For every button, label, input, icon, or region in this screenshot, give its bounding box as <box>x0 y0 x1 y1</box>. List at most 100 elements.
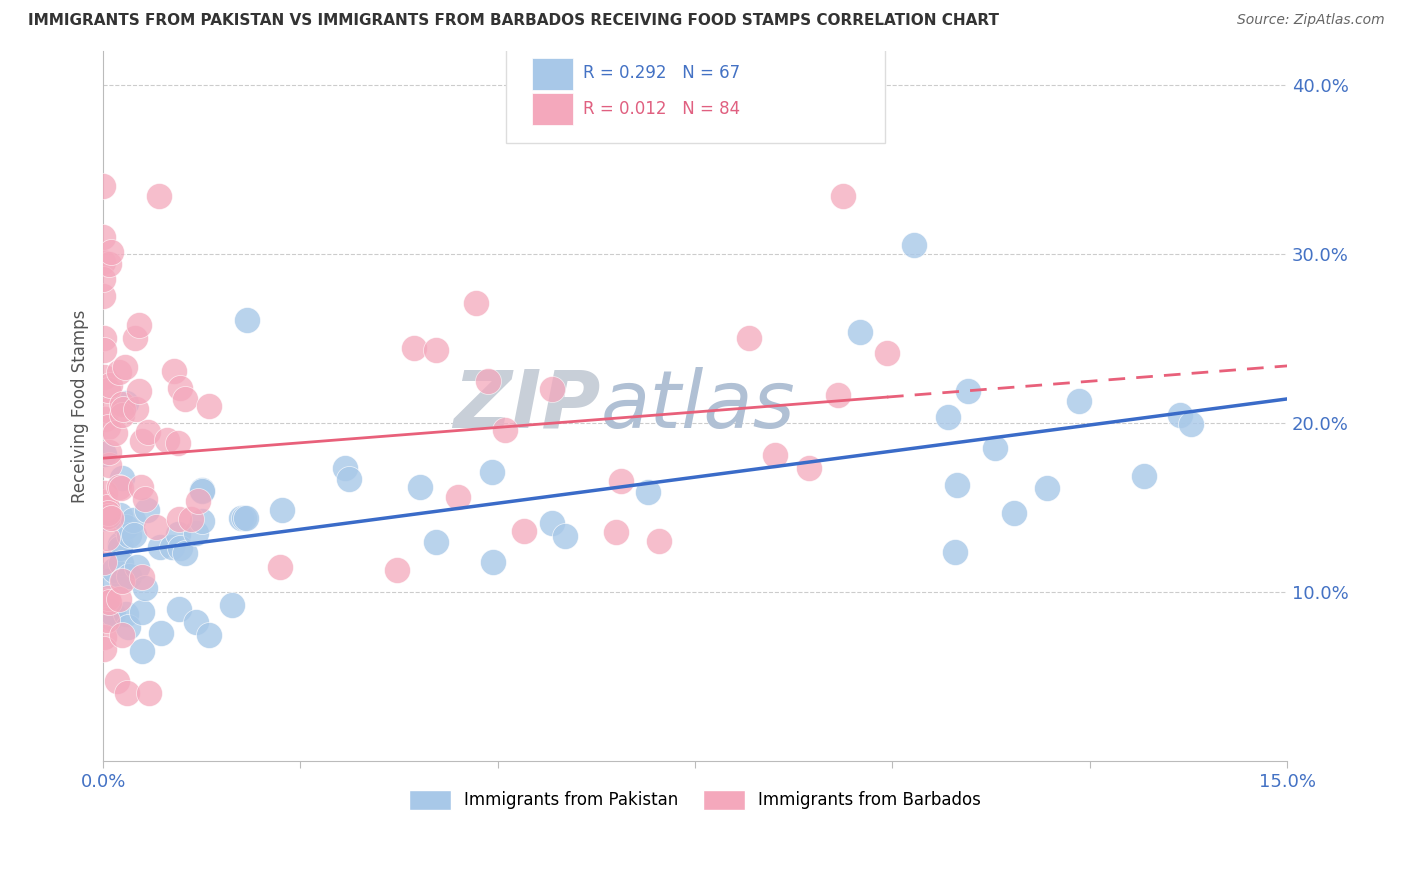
Immigrants from Barbados <box>115 686 138 700</box>
Immigrants from Barbados <box>94 411 117 425</box>
Immigrants from Barbados <box>93 494 115 508</box>
Immigrants from Barbados <box>96 402 118 417</box>
Immigrants from Barbados <box>93 331 115 345</box>
Immigrants from Barbados <box>148 189 170 203</box>
Text: R = 0.012   N = 84: R = 0.012 N = 84 <box>582 100 740 118</box>
Immigrants from Pakistan <box>108 541 131 555</box>
Immigrants from Barbados <box>111 402 134 417</box>
Immigrants from Barbados <box>98 378 121 392</box>
Immigrants from Pakistan <box>541 516 564 530</box>
Immigrants from Pakistan <box>93 511 115 525</box>
Immigrants from Pakistan <box>482 555 505 569</box>
Immigrants from Barbados <box>125 401 148 416</box>
FancyBboxPatch shape <box>506 37 884 143</box>
Immigrants from Barbados <box>108 592 131 607</box>
Immigrants from Pakistan <box>136 503 159 517</box>
Immigrants from Pakistan <box>124 527 146 541</box>
Immigrants from Barbados <box>876 346 898 360</box>
Immigrants from Barbados <box>93 630 115 644</box>
Immigrants from Pakistan <box>408 480 430 494</box>
Immigrants from Barbados <box>541 383 564 397</box>
Immigrants from Barbados <box>104 426 127 441</box>
Immigrants from Pakistan <box>984 441 1007 455</box>
Immigrants from Barbados <box>96 593 118 607</box>
Immigrants from Barbados <box>128 318 150 332</box>
Immigrants from Pakistan <box>198 627 221 641</box>
Immigrants from Barbados <box>96 613 118 627</box>
Text: R = 0.292   N = 67: R = 0.292 N = 67 <box>582 64 740 82</box>
Immigrants from Pakistan <box>232 511 254 525</box>
Immigrants from Barbados <box>98 257 121 271</box>
Immigrants from Barbados <box>799 460 821 475</box>
Immigrants from Pakistan <box>160 541 183 555</box>
Immigrants from Barbados <box>832 188 855 202</box>
Immigrants from Barbados <box>169 381 191 395</box>
Immigrants from Barbados <box>97 506 120 520</box>
Immigrants from Pakistan <box>103 563 125 577</box>
Immigrants from Barbados <box>97 591 120 605</box>
Immigrants from Barbados <box>96 500 118 514</box>
Immigrants from Pakistan <box>235 510 257 524</box>
Immigrants from Pakistan <box>121 513 143 527</box>
Immigrants from Pakistan <box>271 502 294 516</box>
Immigrants from Pakistan <box>184 615 207 630</box>
Immigrants from Pakistan <box>481 465 503 479</box>
Immigrants from Pakistan <box>191 483 214 497</box>
Immigrants from Pakistan <box>117 620 139 634</box>
Immigrants from Pakistan <box>167 527 190 541</box>
Immigrants from Barbados <box>605 524 627 539</box>
Immigrants from Barbados <box>494 423 516 437</box>
Immigrants from Barbados <box>93 272 115 286</box>
Immigrants from Pakistan <box>93 447 115 461</box>
Immigrants from Barbados <box>111 408 134 422</box>
Immigrants from Barbados <box>134 491 156 506</box>
Immigrants from Pakistan <box>1004 506 1026 520</box>
Immigrants from Barbados <box>128 384 150 398</box>
Immigrants from Barbados <box>107 480 129 494</box>
Immigrants from Pakistan <box>97 574 120 588</box>
Immigrants from Barbados <box>100 244 122 259</box>
Text: atlas: atlas <box>600 367 796 445</box>
Immigrants from Pakistan <box>191 484 214 499</box>
Immigrants from Pakistan <box>115 519 138 533</box>
Immigrants from Pakistan <box>108 537 131 551</box>
Immigrants from Pakistan <box>100 611 122 625</box>
Immigrants from Pakistan <box>229 511 252 525</box>
Immigrants from Barbados <box>465 296 488 310</box>
Immigrants from Barbados <box>198 399 221 413</box>
Immigrants from Barbados <box>93 556 115 570</box>
Immigrants from Barbados <box>114 359 136 374</box>
Immigrants from Pakistan <box>946 477 969 491</box>
Immigrants from Barbados <box>269 560 291 574</box>
Immigrants from Barbados <box>131 434 153 448</box>
Immigrants from Pakistan <box>221 599 243 613</box>
Immigrants from Barbados <box>93 343 115 357</box>
Immigrants from Pakistan <box>131 605 153 619</box>
Immigrants from Barbados <box>98 595 121 609</box>
Immigrants from Pakistan <box>1168 409 1191 423</box>
Immigrants from Pakistan <box>236 313 259 327</box>
Immigrants from Barbados <box>111 574 134 588</box>
Immigrants from Barbados <box>763 448 786 462</box>
Immigrants from Pakistan <box>1133 469 1156 483</box>
Immigrants from Barbados <box>131 569 153 583</box>
Immigrants from Pakistan <box>125 559 148 574</box>
Immigrants from Pakistan <box>943 545 966 559</box>
Immigrants from Barbados <box>186 494 208 508</box>
Immigrants from Barbados <box>129 480 152 494</box>
Immigrants from Barbados <box>156 433 179 447</box>
Immigrants from Barbados <box>180 512 202 526</box>
Immigrants from Pakistan <box>425 535 447 549</box>
Immigrants from Pakistan <box>97 603 120 617</box>
Immigrants from Barbados <box>110 481 132 495</box>
Immigrants from Pakistan <box>110 557 132 571</box>
Immigrants from Pakistan <box>111 573 134 587</box>
Immigrants from Barbados <box>385 563 408 577</box>
Immigrants from Barbados <box>97 508 120 523</box>
Immigrants from Barbados <box>93 642 115 657</box>
Immigrants from Pakistan <box>169 541 191 555</box>
Immigrants from Pakistan <box>184 526 207 541</box>
Immigrants from Barbados <box>91 179 114 194</box>
Immigrants from Pakistan <box>1180 417 1202 431</box>
Immigrants from Pakistan <box>134 581 156 595</box>
